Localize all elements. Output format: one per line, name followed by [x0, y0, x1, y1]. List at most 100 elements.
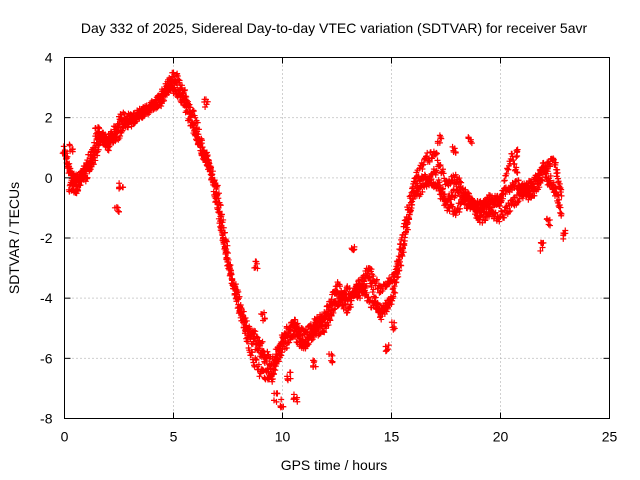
- data-point: [505, 166, 512, 173]
- data-point: [409, 184, 416, 191]
- data-point: [412, 178, 419, 185]
- data-point: [400, 245, 407, 252]
- data-point: [436, 163, 443, 170]
- data-point: [145, 108, 152, 115]
- data-point: [341, 287, 348, 294]
- data-point: [69, 148, 76, 155]
- data-point: [499, 190, 506, 197]
- data-point: [225, 250, 231, 257]
- data-point: [190, 108, 197, 115]
- data-point: [187, 113, 194, 120]
- data-point: [278, 349, 285, 356]
- data-point: [361, 292, 368, 299]
- data-point: [415, 173, 422, 180]
- data-point: [473, 208, 480, 215]
- data-point: [383, 347, 390, 354]
- data-point: [295, 333, 302, 340]
- data-point: [459, 185, 466, 192]
- data-point: [201, 152, 208, 159]
- data-point: [86, 160, 93, 167]
- x-tick-label: 0: [61, 429, 69, 445]
- data-point: [561, 230, 568, 237]
- data-point: [328, 296, 335, 303]
- data-point: [208, 164, 215, 171]
- data-point: [220, 224, 227, 231]
- data-point: [214, 182, 221, 189]
- data-point: [105, 147, 112, 154]
- data-point: [383, 282, 390, 289]
- data-point: [543, 174, 550, 181]
- data-point: [287, 375, 294, 382]
- data-point: [220, 216, 227, 223]
- data-point: [128, 123, 135, 130]
- data-point: [456, 175, 463, 182]
- data-point: [552, 192, 558, 199]
- data-point: [389, 324, 396, 331]
- data-point: [237, 308, 244, 315]
- data-point: [509, 198, 516, 205]
- data-point: [469, 196, 476, 203]
- data-point: [392, 289, 399, 296]
- data-point: [396, 246, 403, 253]
- data-point: [60, 143, 67, 150]
- data-point: [412, 191, 419, 198]
- data-point: [400, 231, 407, 238]
- data-point: [169, 82, 176, 89]
- data-point: [438, 188, 445, 195]
- data-point: [469, 195, 476, 202]
- data-point: [249, 349, 256, 356]
- data-point: [555, 178, 562, 185]
- data-point: [235, 288, 242, 295]
- data-point: [410, 195, 417, 202]
- data-point: [404, 226, 411, 233]
- data-point: [231, 281, 238, 288]
- data-point: [369, 279, 376, 286]
- data-point: [348, 297, 355, 304]
- data-point: [381, 311, 388, 318]
- data-point: [260, 348, 267, 355]
- data-point: [320, 328, 327, 335]
- data-point: [390, 276, 397, 283]
- data-point: [223, 246, 230, 253]
- data-point: [90, 161, 97, 168]
- data-point: [311, 330, 318, 337]
- data-point: [188, 119, 195, 126]
- data-point: [321, 319, 328, 326]
- data-point: [452, 212, 459, 219]
- data-point: [187, 104, 194, 111]
- data-point: [513, 169, 520, 176]
- data-point: [253, 357, 260, 364]
- data-point: [293, 323, 300, 330]
- data-point: [335, 302, 342, 309]
- data-point: [452, 149, 459, 156]
- data-point: [498, 208, 505, 215]
- data-point: [156, 100, 163, 107]
- data-point: [355, 278, 362, 285]
- data-point: [269, 371, 276, 378]
- data-point: [543, 216, 550, 223]
- data-point: [132, 114, 139, 121]
- data-point: [366, 274, 373, 281]
- data-point: [251, 335, 258, 342]
- data-point: [374, 300, 381, 307]
- data-point: [538, 168, 545, 175]
- data-point: [241, 318, 248, 325]
- grid: [64, 57, 610, 419]
- data-point: [186, 101, 193, 108]
- data-point: [83, 175, 90, 182]
- data-point: [82, 164, 89, 171]
- data-point: [66, 142, 73, 149]
- data-point: [119, 127, 126, 134]
- data-point: [284, 373, 291, 380]
- data-point: [393, 274, 400, 281]
- data-point: [552, 159, 559, 166]
- data-point: [337, 283, 344, 290]
- data-point: [391, 319, 398, 326]
- data-point: [366, 274, 373, 281]
- data-point: [372, 294, 379, 301]
- data-point: [182, 86, 189, 93]
- data-point: [423, 153, 430, 160]
- data-point: [482, 217, 489, 224]
- data-point: [253, 341, 260, 348]
